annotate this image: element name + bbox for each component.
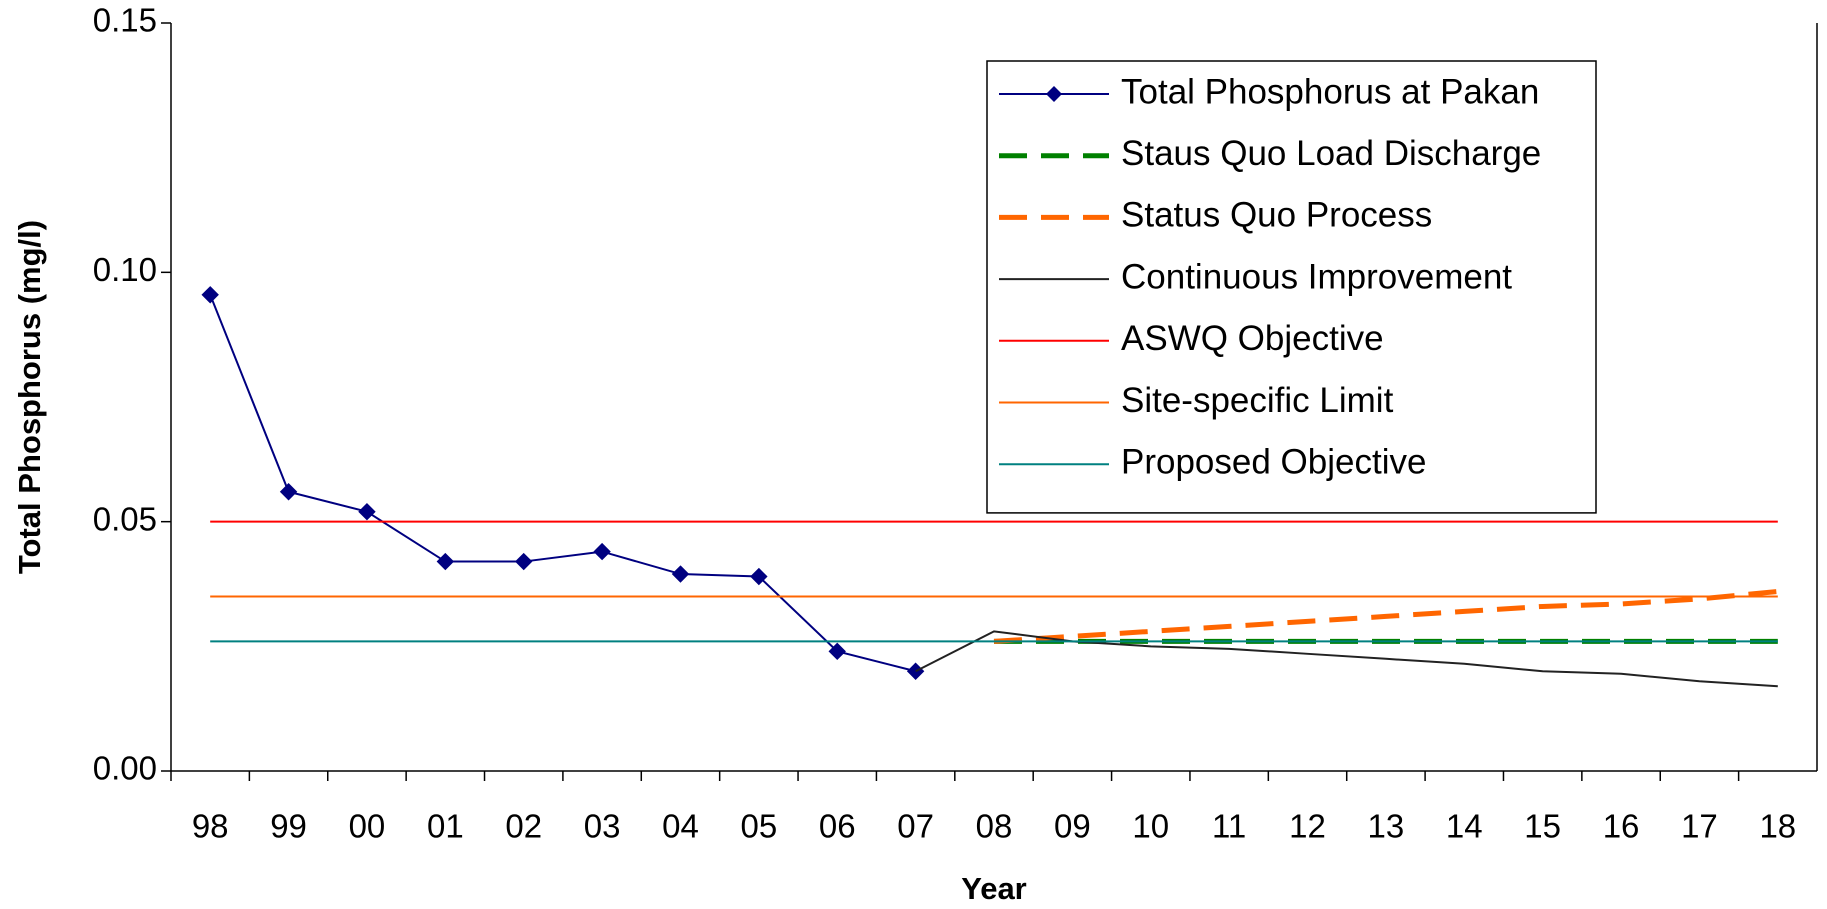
legend-label: Continuous Improvement <box>1121 257 1512 296</box>
x-tick-label: 04 <box>662 808 699 845</box>
x-tick-label: 12 <box>1289 808 1326 845</box>
x-tick-label: 16 <box>1603 808 1640 845</box>
x-tick-label: 05 <box>740 808 777 845</box>
x-tick-label: 09 <box>1054 808 1091 845</box>
series-line <box>915 630 1778 688</box>
legend-marker <box>1046 86 1062 102</box>
x-tick-label: 98 <box>192 808 229 845</box>
y-axis-title: Total Phosphorus (mg/l) <box>12 220 47 574</box>
x-tick-label: 10 <box>1132 808 1169 845</box>
y-tick-label: 0.05 <box>93 500 157 537</box>
marker <box>358 502 376 521</box>
x-tick-label: 01 <box>427 808 464 845</box>
series-line <box>993 588 1779 644</box>
legend-label: Proposed Objective <box>1121 442 1426 481</box>
marker <box>593 542 611 561</box>
marker <box>515 552 533 571</box>
x-tick-label: 07 <box>897 808 934 845</box>
marker <box>750 567 768 586</box>
x-tick-label: 03 <box>584 808 621 845</box>
y-tick-label: 0.10 <box>93 251 157 288</box>
x-tick-label: 14 <box>1446 808 1483 845</box>
legend-label: ASWQ Objective <box>1121 319 1384 358</box>
legend-label: Staus Quo Load Discharge <box>1121 134 1541 173</box>
marker <box>671 565 690 583</box>
y-tick-label: 0.00 <box>93 750 157 787</box>
marker <box>279 483 298 501</box>
y-tick-label: 0.15 <box>93 2 157 39</box>
x-tick-label: 15 <box>1524 808 1561 845</box>
legend-label: Status Quo Process <box>1121 196 1432 235</box>
x-tick-label: 18 <box>1759 808 1796 845</box>
legend-label: Site-specific Limit <box>1121 381 1394 420</box>
marker <box>436 552 455 571</box>
marker <box>828 642 846 661</box>
x-tick-label: 00 <box>349 808 386 845</box>
legend-box <box>986 60 1597 514</box>
x-tick-label: 17 <box>1681 808 1718 845</box>
x-axis-title: Year <box>961 871 1027 906</box>
x-tick-label: 02 <box>505 808 542 845</box>
x-tick-label: 99 <box>270 808 307 845</box>
series-line <box>209 294 916 673</box>
x-tick-label: 13 <box>1368 808 1405 845</box>
x-tick-label: 06 <box>819 808 856 845</box>
x-tick-label: 11 <box>1212 808 1246 845</box>
legend-label: Total Phosphorus at Pakan <box>1121 72 1539 111</box>
x-tick-label: 08 <box>976 808 1013 845</box>
marker <box>201 286 219 304</box>
